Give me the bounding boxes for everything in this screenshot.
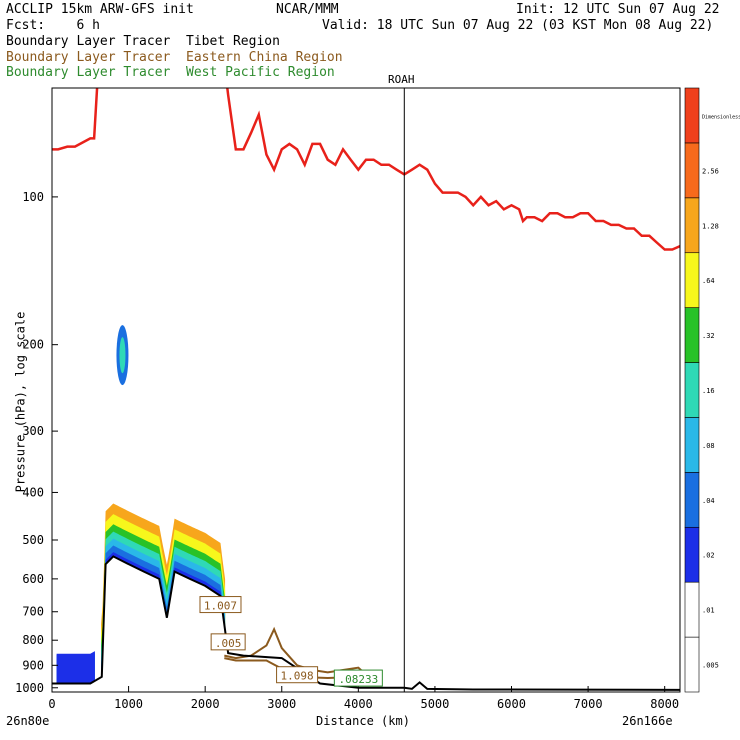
colorbar-level-label: .32 <box>702 332 715 340</box>
colorbar-swatch <box>684 87 700 144</box>
y-tick-label: 900 <box>22 658 44 672</box>
contour-label: .005 <box>215 637 242 650</box>
colorbar-level-label: .01 <box>702 607 715 615</box>
x-tick-label: 4000 <box>344 697 373 711</box>
colorbar-swatch <box>684 362 700 418</box>
contour-label-box <box>210 633 246 651</box>
colorbar-swatch <box>684 581 700 638</box>
colorbar-level-label: 1.28 <box>702 222 719 230</box>
y-tick-label: 200 <box>22 338 44 352</box>
tropopause-line <box>52 88 680 251</box>
legend-tracer-eastern-china: Boundary Layer Tracer Eastern China Regi… <box>6 50 343 65</box>
header-title: ACCLIP 15km ARW-GFS init <box>6 2 194 17</box>
colorbar-level-label: Dimensionless <box>702 114 740 120</box>
x-tick-label: 1000 <box>114 697 143 711</box>
plot-frame <box>51 87 681 693</box>
y-tick-label: 100 <box>22 190 44 204</box>
colorbar-swatch <box>684 142 700 199</box>
x-tick-label: 8000 <box>650 697 679 711</box>
colorbar-level-label: .005 <box>702 662 719 670</box>
legend-tracer-west-pacific: Boundary Layer Tracer West Pacific Regio… <box>6 65 335 80</box>
tracer-fill-band <box>56 651 95 684</box>
header-org: NCAR/MMM <box>276 2 339 17</box>
colorbar-level-label: .64 <box>702 277 715 285</box>
colorbar-level-label: .08 <box>702 442 715 450</box>
legend-tracer-tibet: Boundary Layer Tracer Tibet Region <box>6 34 280 49</box>
x-tick-label: 6000 <box>497 697 526 711</box>
x-tick-label: 7000 <box>574 697 603 711</box>
contour-label: 1.007 <box>204 600 237 613</box>
y-axis-label: Pressure (hPa), log scale <box>13 311 28 493</box>
x-tick-label: 0 <box>48 697 55 711</box>
colorbar-level-label: .04 <box>702 497 715 505</box>
colorbar-level-label: 2.56 <box>702 167 719 175</box>
contour-label-box <box>199 596 242 614</box>
y-tick-label: 700 <box>22 605 44 619</box>
marker-label-roah: ROAH <box>388 73 415 86</box>
colorbar-swatch <box>684 417 700 473</box>
y-tick-label: 300 <box>22 424 44 438</box>
x-axis-label: Distance (km) <box>316 714 410 728</box>
colorbar-swatch <box>684 526 700 583</box>
y-tick-label: 800 <box>22 633 44 647</box>
header-forecast-hour: Fcst: 6 h <box>6 18 100 33</box>
contour-label-box <box>276 666 319 684</box>
y-tick-label: 1000 <box>15 681 44 695</box>
right-endpoint-label: 26n166e <box>622 714 673 728</box>
colorbar-swatch <box>684 252 700 308</box>
colorbar-level-label: .02 <box>702 552 715 560</box>
y-tick-label: 500 <box>22 533 44 547</box>
colorbar-swatch <box>684 472 700 528</box>
contour-label: 1.098 <box>281 670 314 683</box>
y-tick-label: 400 <box>22 485 44 499</box>
x-tick-label: 5000 <box>420 697 449 711</box>
contour-label: .08233 <box>338 673 378 686</box>
header-valid-time: Valid: 18 UTC Sun 07 Aug 22 (03 KST Mon … <box>322 18 714 33</box>
left-endpoint-label: 26n80e <box>6 714 50 728</box>
x-tick-label: 2000 <box>191 697 220 711</box>
colorbar-swatch <box>684 307 700 363</box>
header-init-time: Init: 12 UTC Sun 07 Aug 22 <box>516 2 720 17</box>
colorbar-level-label: .16 <box>702 387 715 395</box>
colorbar-swatch <box>684 197 700 254</box>
x-tick-label: 3000 <box>267 697 296 711</box>
contour-label-box <box>333 669 383 687</box>
terrain-line <box>52 555 680 691</box>
y-tick-label: 600 <box>22 572 44 586</box>
tracer-blob-core <box>119 337 126 374</box>
colorbar-swatch <box>684 636 700 693</box>
